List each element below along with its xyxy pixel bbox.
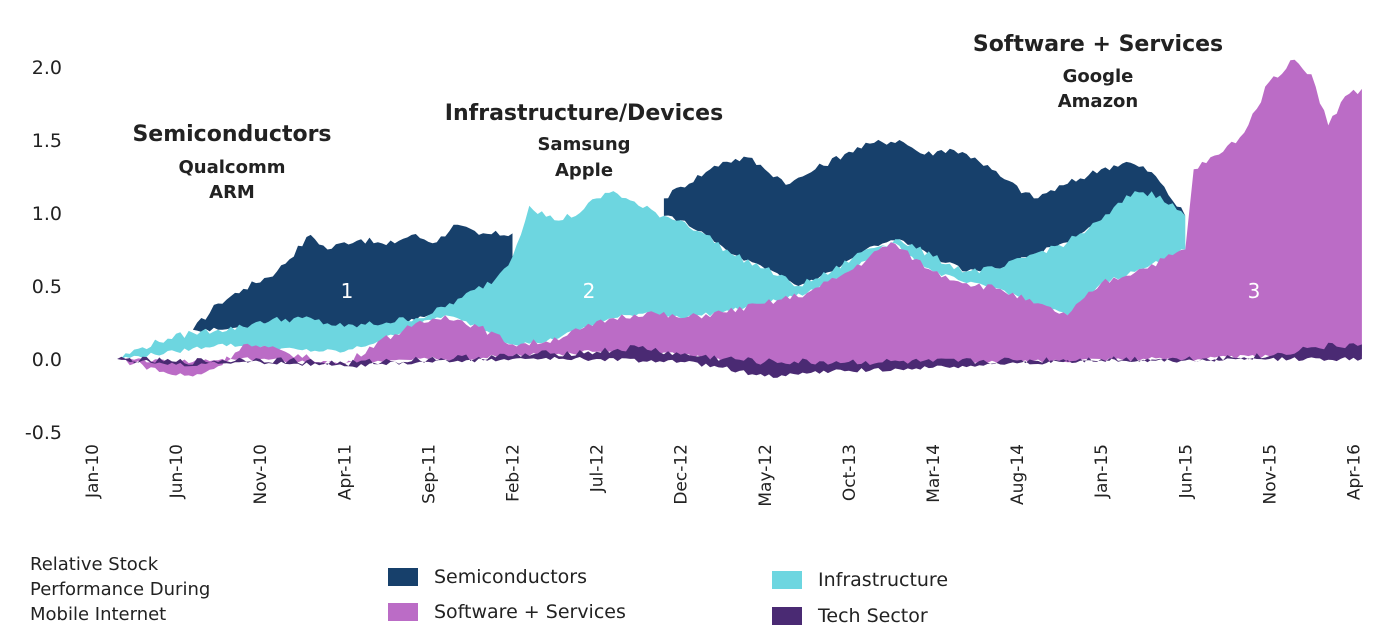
x-tick-label: Jan-10 xyxy=(83,444,103,499)
legend-item-software-services: Software + Services xyxy=(388,601,626,623)
area-series-group xyxy=(117,59,1362,378)
y-tick-label: 1.0 xyxy=(32,203,62,225)
x-tick-label: Feb-12 xyxy=(504,444,524,502)
region-label: 1 xyxy=(341,279,354,303)
y-tick-label: 1.5 xyxy=(32,130,62,152)
y-axis-ticks: 2.0 1.5 1.0 0.5 0.0 -0.5 xyxy=(25,57,62,444)
region-label: 3 xyxy=(1248,279,1261,303)
x-tick-label: Jun-15 xyxy=(1176,444,1196,499)
area-semiconductors-1 xyxy=(663,139,1186,286)
x-tick-label: Oct-13 xyxy=(840,444,860,501)
x-tick-label: Mar-14 xyxy=(924,444,944,503)
legend-label-semiconductors: Semiconductors xyxy=(434,566,587,588)
area-software-services-3 xyxy=(117,59,1362,377)
legend-item-semiconductors: Semiconductors xyxy=(388,566,587,588)
legend-label-tech-sector: Tech Sector xyxy=(818,605,928,627)
x-tick-label: Apr-16 xyxy=(1345,444,1365,500)
y-tick-label: 0.0 xyxy=(32,349,62,371)
x-tick-label: Jan-15 xyxy=(1092,444,1112,499)
caption-line-1: Relative Stock xyxy=(30,554,159,575)
annotation-company: Amazon xyxy=(1058,91,1139,112)
x-tick-label: Jun-10 xyxy=(167,444,187,499)
y-tick-label: -0.5 xyxy=(25,422,62,444)
legend-label-infrastructure: Infrastructure xyxy=(818,569,949,591)
x-tick-label: Jul-12 xyxy=(588,444,608,493)
annotation-heading: Infrastructure/Devices xyxy=(445,101,723,126)
legend-swatch-tech-sector xyxy=(772,607,802,625)
annotation-company: Samsung xyxy=(537,134,630,155)
caption-line-2: Performance During xyxy=(30,579,211,600)
legend-swatch-software-services xyxy=(388,603,418,621)
legend-item-tech-sector: Tech Sector xyxy=(772,605,928,627)
annotation-company: ARM xyxy=(209,182,255,203)
x-tick-label: May-12 xyxy=(756,444,776,507)
annotation-heading: Semiconductors xyxy=(132,122,331,147)
caption-line-3: Mobile Internet xyxy=(30,604,167,625)
legend-swatch-infrastructure xyxy=(772,571,802,589)
x-tick-label: Sep-11 xyxy=(419,444,439,504)
annotation-company: Qualcomm xyxy=(179,157,286,178)
x-tick-label: Aug-14 xyxy=(1008,444,1028,505)
chart-caption: Relative Stock Performance During Mobile… xyxy=(30,552,290,627)
annotation-company: Apple xyxy=(555,160,613,181)
x-tick-label: Apr-11 xyxy=(335,444,355,500)
legend-label-software-services: Software + Services xyxy=(434,601,626,623)
annotation-heading: Software + Services xyxy=(973,32,1223,57)
region-label: 2 xyxy=(583,279,596,303)
annotation-company: Google xyxy=(1063,66,1134,87)
legend-item-infrastructure: Infrastructure xyxy=(772,569,948,591)
area-semiconductors-0 xyxy=(192,224,513,335)
x-tick-label: Nov-10 xyxy=(251,444,271,505)
annotations: Semiconductors Qualcomm ARM 1 Infrastructure… xyxy=(132,32,1260,303)
area-tech-sector-4 xyxy=(117,342,1362,378)
legend-swatch-semiconductors xyxy=(388,568,418,586)
y-tick-label: 2.0 xyxy=(32,57,62,79)
x-axis-ticks: Jan-10 Jun-10 Nov-10 Apr-11 Sep-11 Feb-12 Jul-… xyxy=(83,444,1365,507)
y-tick-label: 0.5 xyxy=(32,276,62,298)
area-infrastructure-2 xyxy=(117,191,1186,360)
x-tick-label: Nov-15 xyxy=(1260,444,1280,505)
x-tick-label: Dec-12 xyxy=(672,444,692,505)
